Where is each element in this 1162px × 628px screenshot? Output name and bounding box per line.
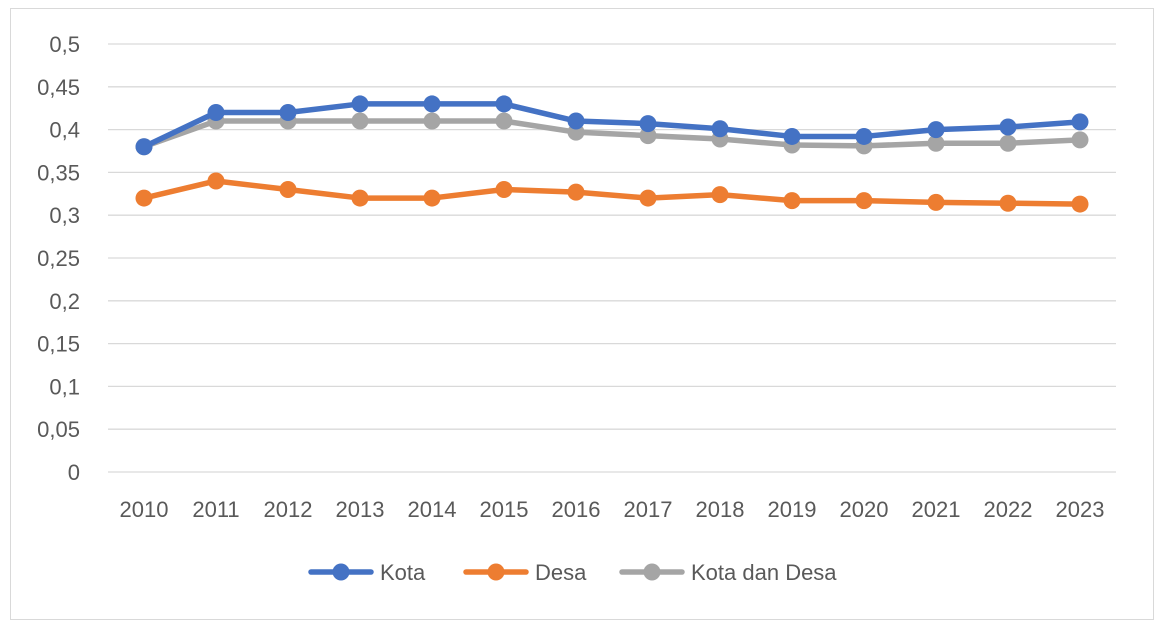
data-point: [135, 189, 153, 207]
y-tick-label: 0,25: [37, 246, 80, 271]
data-point: [495, 95, 513, 113]
data-point: [783, 127, 801, 145]
legend-swatch-marker: [487, 563, 505, 581]
data-point: [999, 194, 1017, 212]
data-point: [1071, 113, 1089, 131]
legend-swatch-marker: [332, 563, 350, 581]
data-point: [135, 138, 153, 156]
data-point: [927, 134, 945, 152]
data-point: [495, 112, 513, 130]
y-tick-label: 0,45: [37, 75, 80, 100]
data-point: [423, 189, 441, 207]
y-tick-label: 0,2: [49, 289, 80, 314]
legend-item: Kota dan Desa: [619, 560, 837, 585]
data-point: [711, 120, 729, 138]
series-kota: [135, 95, 1089, 156]
data-point: [639, 189, 657, 207]
x-tick-label: 2010: [120, 497, 169, 522]
data-point: [1071, 131, 1089, 149]
y-tick-label: 0,1: [49, 374, 80, 399]
x-tick-label: 2019: [768, 497, 817, 522]
x-axis-ticks: 2010 2011 2012 2013 2014 2015 2016 2017 2018 2019…: [120, 497, 1105, 522]
legend-label: Kota dan Desa: [691, 560, 837, 585]
x-tick-label: 2012: [264, 497, 313, 522]
y-axis-ticks: 0 0,05 0,1 0,15 0,2 0,25 0,3 0,35 0,4 0,45 0,5: [37, 32, 80, 485]
legend-item: Desa: [463, 560, 587, 585]
x-tick-label: 2011: [192, 497, 239, 522]
series-desa: [135, 172, 1089, 213]
data-point: [999, 118, 1017, 136]
data-point: [783, 192, 801, 210]
data-point: [207, 172, 225, 190]
data-point: [1071, 195, 1089, 213]
data-point: [927, 193, 945, 211]
legend-label: Desa: [535, 560, 587, 585]
y-tick-label: 0,05: [37, 417, 80, 442]
x-tick-label: 2015: [480, 497, 529, 522]
data-point: [207, 103, 225, 121]
x-tick-label: 2013: [336, 497, 385, 522]
series-line: [141, 101, 1083, 150]
gridlines: [108, 43, 1116, 473]
y-tick-label: 0: [68, 460, 80, 485]
chart-frame: [10, 8, 1154, 620]
data-point: [855, 127, 873, 145]
x-tick-label: 2018: [696, 497, 745, 522]
data-point: [639, 115, 657, 133]
series-kota-dan-desa: [135, 112, 1089, 156]
legend-item: Kota: [308, 560, 426, 585]
y-tick-label: 0,15: [37, 332, 80, 357]
data-point: [351, 95, 369, 113]
series-line: [141, 178, 1083, 207]
y-tick-label: 0,35: [37, 160, 80, 185]
legend-swatch-marker: [643, 563, 661, 581]
x-tick-label: 2016: [552, 497, 601, 522]
legend-label: Kota: [380, 560, 426, 585]
data-point: [855, 192, 873, 210]
x-tick-label: 2023: [1056, 497, 1105, 522]
x-tick-label: 2014: [408, 497, 457, 522]
series-lines: [135, 95, 1089, 213]
x-tick-label: 2021: [912, 497, 961, 522]
series-line: [141, 118, 1083, 150]
data-point: [279, 181, 297, 199]
data-point: [711, 186, 729, 204]
data-point: [567, 112, 585, 130]
legend: Kota Desa Kota dan Desa: [308, 560, 837, 585]
data-point: [351, 189, 369, 207]
data-point: [495, 181, 513, 199]
x-tick-label: 2020: [840, 497, 889, 522]
data-point: [999, 134, 1017, 152]
data-point: [567, 183, 585, 201]
data-point: [423, 112, 441, 130]
data-point: [279, 103, 297, 121]
x-tick-label: 2017: [624, 497, 673, 522]
x-tick-label: 2022: [984, 497, 1033, 522]
data-point: [351, 112, 369, 130]
y-tick-label: 0,5: [49, 32, 80, 57]
y-tick-label: 0,3: [49, 203, 80, 228]
data-point: [639, 127, 657, 145]
data-point: [423, 95, 441, 113]
data-point: [927, 121, 945, 139]
y-tick-label: 0,4: [49, 118, 80, 143]
